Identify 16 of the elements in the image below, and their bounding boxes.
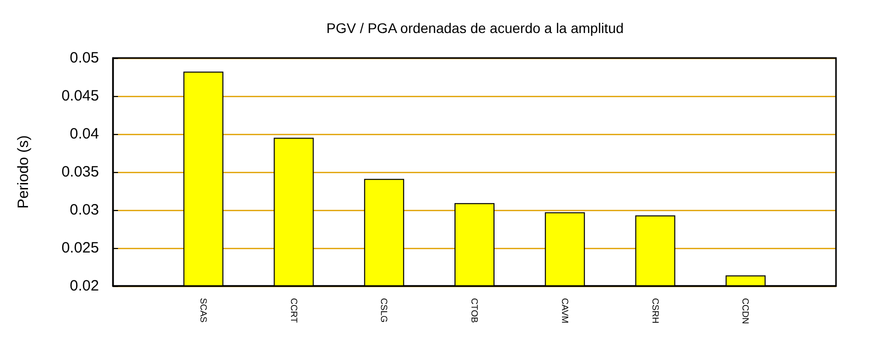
y-tick-label: 0.04 [70, 126, 99, 142]
y-tick-label: 0.02 [70, 278, 99, 294]
x-tick-label: CTOB [470, 298, 480, 323]
y-axis-title: Periodo (s) [15, 135, 32, 209]
chart-title: PGV / PGA ordenadas de acuerdo a la amplitud [326, 20, 624, 36]
y-tick-label: 0.025 [61, 240, 99, 256]
x-tick-label: CSRH [650, 298, 660, 324]
x-tick-label: CCRT [288, 298, 299, 324]
y-tick-label: 0.03 [70, 202, 99, 218]
x-tick-label: CAVM [560, 298, 570, 324]
x-tick-label: CCDN [740, 298, 751, 324]
x-tick-label: SCAS [198, 298, 208, 323]
x-tick-label: CSLG [379, 298, 390, 323]
y-tick-label: 0.05 [70, 50, 99, 66]
y-tick-label: 0.035 [61, 164, 99, 180]
y-tick-label: 0.045 [61, 88, 99, 104]
